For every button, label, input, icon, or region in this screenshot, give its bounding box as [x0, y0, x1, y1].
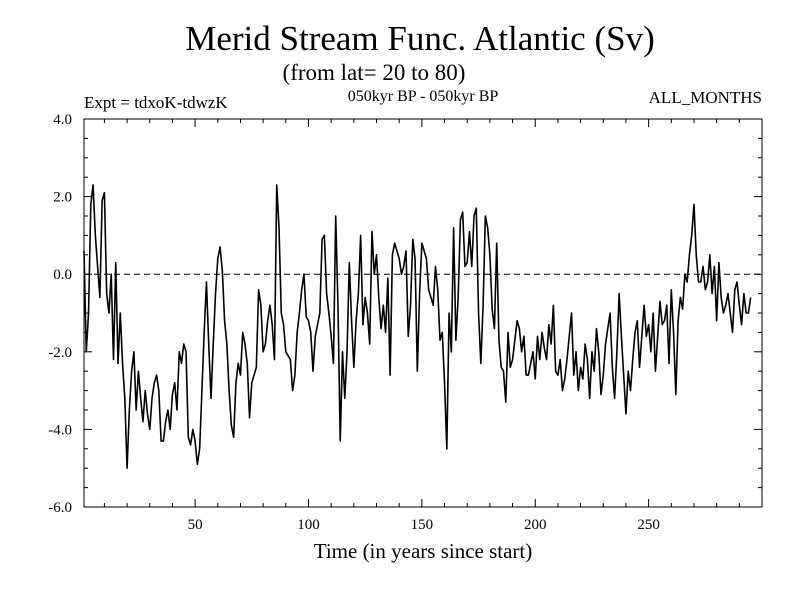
y-tick-label: -2.0: [48, 345, 72, 361]
series-line: [83, 184, 752, 470]
y-tick-label: -4.0: [48, 422, 72, 438]
months-label: ALL_MONTHS: [649, 88, 762, 107]
x-tick-label: 50: [188, 517, 203, 533]
y-tick-label: 2.0: [53, 190, 72, 206]
period-label: 050kyr BP - 050kyr BP: [348, 88, 499, 105]
chart-title: Merid Stream Func. Atlantic (Sv): [185, 19, 655, 58]
chart-subtitle: (from lat= 20 to 80): [283, 60, 466, 85]
plot-area: 4.0 2.0 0.0 -2.0 -4.0 -6.0 50 100 150 200 250: [48, 112, 763, 533]
x-tick-label: 200: [524, 517, 547, 533]
y-tick-label: -6.0: [48, 500, 72, 516]
y-tick-label: 0.0: [53, 267, 72, 283]
x-tick-label: 250: [637, 517, 660, 533]
y-tick-label: 4.0: [53, 112, 72, 128]
x-tick-label: 100: [297, 517, 320, 533]
experiment-label: Expt = tdxoK-tdwzK: [84, 93, 228, 112]
x-tick-label: 150: [411, 517, 434, 533]
x-axis-label: Time (in years since start): [314, 539, 533, 563]
